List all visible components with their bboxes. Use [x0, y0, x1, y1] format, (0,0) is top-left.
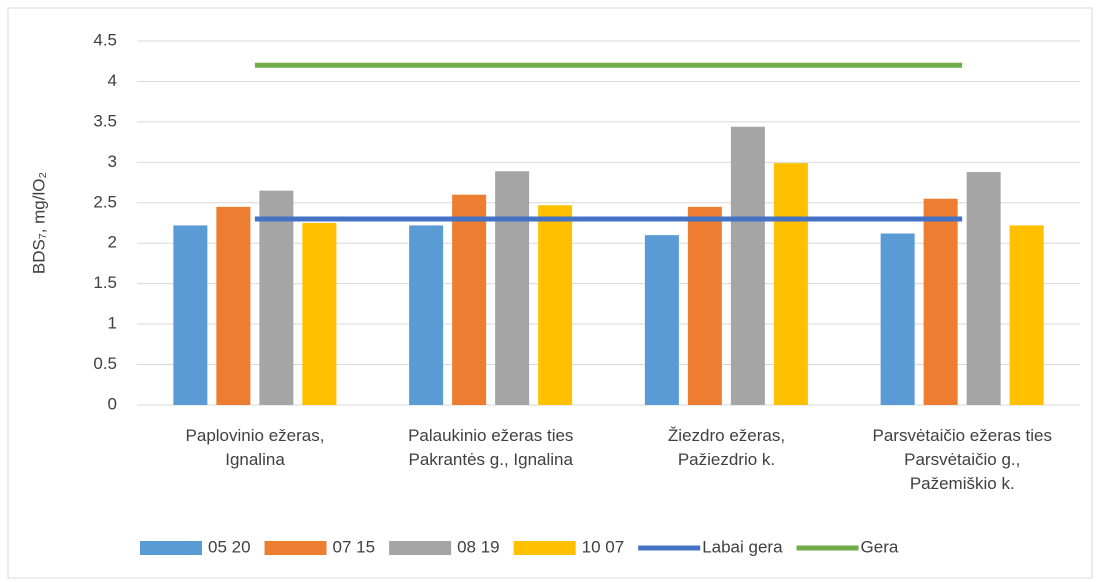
legend-label: 05 20: [208, 537, 251, 556]
y-tick-label: 1.5: [93, 273, 117, 292]
bar: [302, 223, 337, 405]
bar: [880, 233, 915, 405]
legend-swatch: [140, 541, 202, 555]
legend-label: 08 19: [457, 537, 500, 556]
y-tick-label: 2.5: [93, 192, 117, 211]
x-tick-label: Parsvėtaičio ežeras ties Parsvėtaičio g.…: [872, 426, 1053, 493]
legend-swatch: [264, 541, 327, 555]
y-tick-label: 4: [108, 71, 117, 90]
x-tick-label: Paplovinio ežeras, Ignalina: [185, 426, 325, 469]
bar: [173, 225, 208, 405]
legend-swatch: [389, 541, 452, 555]
bar: [1009, 225, 1044, 405]
y-tick-label: 4.5: [93, 30, 117, 49]
x-tick-label: Žiezdro ežeras, Pažiezdrio k.: [667, 426, 786, 469]
y-tick-label: 3: [108, 152, 117, 171]
bar: [923, 198, 958, 405]
bar: [216, 206, 251, 405]
bar: [730, 126, 765, 406]
legend-label: Labai gera: [702, 537, 783, 556]
legend-swatch: [513, 541, 576, 555]
bar: [259, 190, 294, 405]
bar: [773, 163, 808, 405]
y-axis-label: BDS₇, mg/lO₂: [29, 172, 48, 274]
x-tick-label: Palaukinio ežeras ties Pakrantės g., Ign…: [408, 426, 574, 469]
bar: [495, 171, 530, 405]
bar: [452, 194, 487, 405]
bar: [687, 206, 722, 405]
bar: [538, 205, 573, 405]
bar: [966, 172, 1001, 405]
y-tick-label: 0: [108, 394, 117, 413]
bar: [409, 225, 444, 405]
y-tick-label: 2: [108, 233, 117, 252]
y-tick-label: 1: [108, 314, 117, 333]
y-tick-label: 3.5: [93, 111, 117, 130]
legend-label: 07 15: [333, 537, 376, 556]
legend-label: Gera: [861, 537, 899, 556]
bar: [644, 235, 679, 405]
legend-label: 10 07: [582, 537, 625, 556]
y-tick-label: 0.5: [93, 354, 117, 373]
